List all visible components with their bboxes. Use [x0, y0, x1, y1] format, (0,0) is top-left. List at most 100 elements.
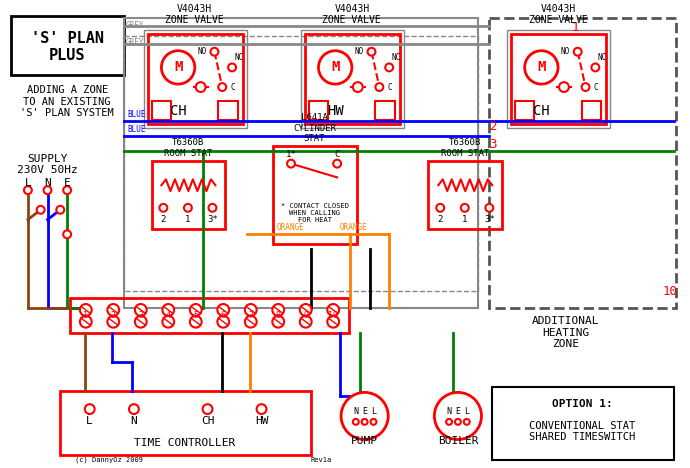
Bar [308, 101, 328, 120]
Text: NO: NO [197, 47, 206, 56]
Circle shape [135, 304, 147, 316]
Text: 7: 7 [248, 311, 253, 320]
Text: 5: 5 [193, 311, 198, 320]
Text: 8: 8 [276, 311, 281, 320]
Circle shape [203, 404, 213, 414]
Circle shape [341, 392, 388, 439]
Text: L: L [464, 407, 469, 416]
Text: CONVENTIONAL STAT
SHARED TIMESWITCH: CONVENTIONAL STAT SHARED TIMESWITCH [529, 421, 635, 442]
Text: V4043H
ZONE VALVE: V4043H ZONE VALVE [166, 4, 224, 25]
Circle shape [245, 316, 257, 328]
Circle shape [162, 316, 174, 328]
Text: T6360B
ROOM STAT: T6360B ROOM STAT [441, 139, 489, 158]
Circle shape [63, 186, 71, 194]
Bar [70, 298, 349, 334]
Circle shape [108, 316, 119, 328]
Text: 3*: 3* [207, 215, 218, 224]
Circle shape [184, 204, 192, 212]
Text: GREY: GREY [126, 38, 144, 47]
Text: 1*: 1* [286, 150, 297, 159]
Text: NO: NO [355, 47, 364, 56]
Text: NC: NC [598, 53, 607, 62]
Text: N: N [353, 407, 358, 416]
Circle shape [208, 204, 217, 212]
Circle shape [574, 48, 582, 56]
Text: E: E [455, 407, 460, 416]
Text: 2: 2 [437, 215, 443, 224]
Text: ORANGE: ORANGE [276, 223, 304, 233]
Circle shape [300, 304, 312, 316]
Bar [273, 146, 357, 244]
Circle shape [196, 82, 206, 92]
Circle shape [353, 419, 359, 425]
Text: TIME CONTROLLER: TIME CONTROLLER [135, 439, 235, 448]
Circle shape [24, 186, 32, 194]
Text: NC: NC [391, 53, 400, 62]
Bar [492, 387, 674, 460]
Text: M: M [538, 60, 546, 74]
Bar [152, 161, 225, 229]
Text: M: M [331, 60, 339, 74]
Circle shape [591, 64, 600, 71]
Bar [489, 18, 676, 308]
Circle shape [436, 204, 444, 212]
Circle shape [190, 316, 201, 328]
Bar [507, 30, 610, 128]
Text: N: N [446, 407, 451, 416]
Circle shape [464, 419, 470, 425]
Circle shape [245, 304, 257, 316]
Circle shape [287, 160, 295, 168]
Circle shape [218, 83, 226, 91]
Text: * CONTACT CLOSED
WHEN CALLING
FOR HEAT: * CONTACT CLOSED WHEN CALLING FOR HEAT [281, 203, 348, 223]
Bar [375, 101, 395, 120]
Bar [60, 391, 310, 455]
Text: 10: 10 [328, 311, 338, 320]
Text: HW: HW [255, 416, 268, 426]
Text: 3: 3 [489, 138, 497, 151]
Text: 3: 3 [138, 311, 144, 320]
Text: E: E [63, 178, 70, 188]
Text: N: N [44, 178, 51, 188]
Text: BLUE: BLUE [127, 125, 146, 134]
Circle shape [85, 404, 95, 414]
Circle shape [368, 48, 375, 56]
Bar [11, 16, 124, 75]
Circle shape [135, 316, 147, 328]
Text: 1: 1 [462, 215, 467, 224]
Bar [428, 161, 502, 229]
Circle shape [319, 51, 352, 84]
Circle shape [434, 392, 482, 439]
Text: 4: 4 [166, 311, 170, 320]
Circle shape [446, 419, 452, 425]
Text: T6360B
ROOM STAT: T6360B ROOM STAT [164, 139, 212, 158]
Circle shape [524, 51, 558, 84]
Text: L: L [25, 178, 31, 188]
Circle shape [559, 82, 569, 92]
Bar [124, 36, 477, 291]
Circle shape [353, 82, 363, 92]
Circle shape [327, 304, 339, 316]
Text: 1: 1 [185, 215, 190, 224]
Circle shape [80, 304, 92, 316]
Text: 1: 1 [83, 311, 88, 320]
Circle shape [37, 206, 45, 214]
Bar [301, 30, 404, 128]
Text: 3*: 3* [484, 215, 495, 224]
Circle shape [190, 304, 201, 316]
Circle shape [371, 419, 377, 425]
Circle shape [162, 304, 174, 316]
Circle shape [362, 419, 368, 425]
Text: ADDITIONAL
HEATING
ZONE: ADDITIONAL HEATING ZONE [532, 316, 600, 349]
Text: Rev1a: Rev1a [310, 457, 332, 463]
Circle shape [455, 419, 461, 425]
Circle shape [108, 304, 119, 316]
Circle shape [217, 316, 229, 328]
Text: 2: 2 [111, 311, 116, 320]
Bar [218, 101, 238, 120]
Text: GREY: GREY [126, 21, 144, 30]
Text: ORANGE: ORANGE [340, 223, 368, 233]
Circle shape [485, 204, 493, 212]
Text: C: C [230, 82, 235, 92]
Text: 2: 2 [161, 215, 166, 224]
Text: C: C [335, 150, 340, 159]
